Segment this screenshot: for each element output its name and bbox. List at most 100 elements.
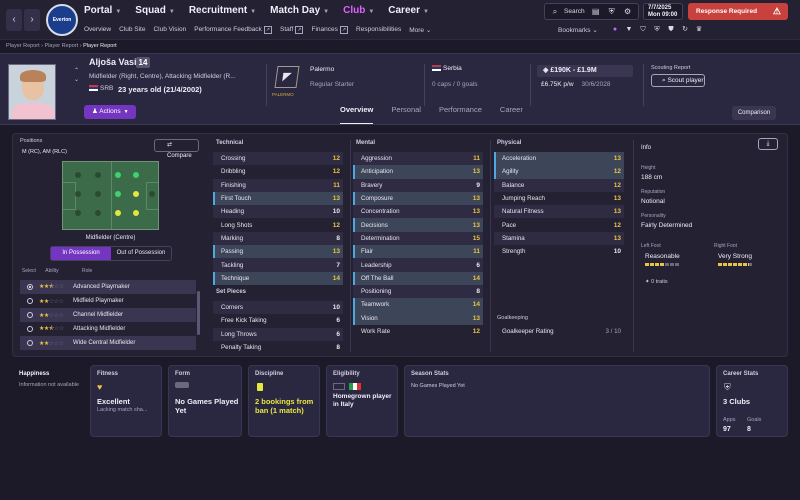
- attribute-row[interactable]: Vision 13: [353, 311, 483, 325]
- in-possession-tab[interactable]: In Possession: [51, 247, 111, 260]
- club-name[interactable]: Palermo: [310, 66, 335, 73]
- shirt-icon[interactable]: ⛉: [640, 26, 646, 33]
- attribute-row[interactable]: Passing 13: [213, 245, 343, 259]
- attribute-row[interactable]: Heading 10: [213, 205, 343, 219]
- search-button[interactable]: ⌕ Search ▤ ⛨ ⚙: [544, 3, 639, 20]
- attribute-row[interactable]: Acceleration 13: [494, 152, 624, 166]
- comparison-button[interactable]: Comparison: [732, 106, 776, 120]
- breadcrumb-item[interactable]: Player Report: [44, 43, 79, 49]
- shield-icon[interactable]: ⛨: [608, 6, 615, 16]
- attribute-row[interactable]: Corners 10: [213, 301, 343, 315]
- attribute-row[interactable]: Composure 13: [353, 191, 483, 206]
- refresh-icon[interactable]: ↻: [682, 26, 688, 33]
- eligibility-card[interactable]: Eligibility Homegrown player in Italy: [326, 365, 398, 437]
- submenu-more[interactable]: More ⌄: [409, 26, 431, 34]
- attribute-row[interactable]: Concentration 13: [353, 205, 483, 219]
- position-dot[interactable]: [149, 191, 155, 197]
- chevron-down-icon[interactable]: ⌄: [74, 77, 80, 83]
- attribute-row[interactable]: Stamina 13: [494, 231, 624, 246]
- breadcrumb-item[interactable]: Player Report: [6, 43, 40, 49]
- player-switcher[interactable]: ⌃ ⌄: [74, 67, 79, 85]
- attribute-row[interactable]: Free Kick Taking 6: [213, 314, 343, 327]
- position-dot[interactable]: [75, 172, 81, 178]
- role-row[interactable]: ★★⯪☆☆ Advanced Playmaker: [20, 280, 196, 294]
- attribute-row[interactable]: Tackling 7: [213, 258, 343, 272]
- gear-icon[interactable]: ⚙: [624, 6, 632, 16]
- attribute-row[interactable]: Work Rate 12: [353, 325, 483, 338]
- attribute-row[interactable]: Bravery 9: [353, 178, 483, 192]
- position-dot[interactable]: [115, 172, 121, 178]
- menu-portal[interactable]: Portal ▼: [84, 5, 121, 19]
- forward-arrow-icon[interactable]: ›: [24, 9, 40, 31]
- attribute-row[interactable]: Teamwork 14: [353, 298, 483, 312]
- attribute-row[interactable]: Leadership 6: [353, 258, 483, 272]
- position-dot[interactable]: [95, 191, 101, 197]
- nation[interactable]: Serbia: [432, 65, 462, 72]
- actions-button[interactable]: ♟ Actions ▼: [84, 105, 136, 119]
- shirt-icon[interactable]: ⛊: [668, 26, 674, 33]
- position-dot[interactable]: [95, 172, 101, 178]
- submenu-finances[interactable]: Finances ↗: [311, 26, 349, 34]
- attribute-row[interactable]: Strength 10: [494, 245, 624, 258]
- attribute-row[interactable]: Decisions 13: [353, 218, 483, 232]
- attribute-row[interactable]: Marking 8: [213, 231, 343, 246]
- role-scrollbar[interactable]: [197, 291, 200, 335]
- attribute-row[interactable]: Jumping Reach 13: [494, 192, 624, 205]
- position-dot[interactable]: [133, 191, 139, 197]
- attribute-row[interactable]: Dribbling 12: [213, 165, 343, 178]
- submenu-staff[interactable]: Staff ↗: [280, 26, 304, 34]
- attribute-row[interactable]: Technique 14: [213, 271, 343, 285]
- menu-club[interactable]: Club ▼: [343, 5, 374, 19]
- form-card[interactable]: Form No Games Played Yet: [168, 365, 242, 437]
- club-logo[interactable]: ◤: [274, 66, 300, 88]
- attribute-row[interactable]: Determination 15: [353, 231, 483, 246]
- game-date[interactable]: 7/7/2025 Mon 09:00: [643, 3, 683, 20]
- role-row[interactable]: ★★☆☆☆ Channel Midfielder: [20, 308, 196, 322]
- attribute-row[interactable]: First Touch 13: [213, 191, 343, 206]
- attribute-row[interactable]: Agility 12: [494, 165, 624, 179]
- news-icon[interactable]: ▤: [591, 6, 600, 16]
- attribute-row[interactable]: Aggression 11: [353, 152, 483, 166]
- menu-recruitment[interactable]: Recruitment ▼: [189, 5, 256, 19]
- position-dot[interactable]: [75, 210, 81, 216]
- tab-personal[interactable]: Personal: [391, 105, 421, 114]
- response-required-button[interactable]: Response Required ⚠: [688, 3, 788, 20]
- shield-icon[interactable]: ⛨: [654, 26, 660, 33]
- info-download-button[interactable]: ⤓: [758, 138, 778, 150]
- attribute-row[interactable]: Natural Fitness 13: [494, 205, 624, 219]
- role-radio[interactable]: [27, 284, 33, 290]
- club-crest[interactable]: Everton: [46, 4, 78, 36]
- role-row[interactable]: ★★⯪☆☆ Attacking Midfielder: [20, 322, 196, 336]
- tab-career[interactable]: Career: [499, 105, 523, 114]
- attribute-row[interactable]: Pace 12: [494, 218, 624, 231]
- role-radio[interactable]: [27, 298, 33, 304]
- trophy-icon[interactable]: ♛: [695, 26, 703, 33]
- attribute-row[interactable]: Crossing 12: [213, 152, 343, 166]
- attribute-row[interactable]: Flair 11: [353, 245, 483, 259]
- traits-button[interactable]: ✦ 0 traits: [641, 277, 681, 288]
- fitness-card[interactable]: Fitness ♥ Excellent Lacking match sha...: [90, 365, 162, 437]
- season-stats-card[interactable]: Season Stats No Games Played Yet: [404, 365, 710, 437]
- submenu-club-site[interactable]: Club Site: [119, 26, 146, 33]
- position-dot[interactable]: [75, 191, 81, 197]
- submenu-performance-feedback[interactable]: Performance Feedback ↗: [194, 26, 272, 34]
- position-dot[interactable]: [115, 210, 121, 216]
- tab-overview[interactable]: Overview: [340, 104, 374, 124]
- compare-button[interactable]: ⇄ Compare: [154, 139, 199, 159]
- discipline-card[interactable]: Discipline 2 bookings from ban (1 match): [248, 365, 320, 437]
- back-arrow-icon[interactable]: ‹: [6, 9, 22, 31]
- position-dot[interactable]: [115, 191, 121, 197]
- tab-performance[interactable]: Performance: [438, 105, 482, 114]
- submenu-overview[interactable]: Overview: [84, 26, 112, 33]
- position-dot[interactable]: [95, 210, 101, 216]
- attribute-row[interactable]: Off The Ball 14: [353, 271, 483, 285]
- role-radio[interactable]: [27, 326, 33, 332]
- attribute-row[interactable]: Long Throws 6: [213, 327, 343, 341]
- bookmarks-dropdown[interactable]: Bookmarks ⌄: [558, 26, 598, 34]
- attribute-row[interactable]: Balance 12: [494, 178, 624, 192]
- chat-icon[interactable]: ●: [612, 26, 618, 33]
- attribute-row[interactable]: Penalty Taking 8: [213, 341, 343, 354]
- role-radio[interactable]: [27, 340, 33, 346]
- submenu-responsibilities[interactable]: Responsibilities: [356, 26, 402, 33]
- role-row[interactable]: ★★☆☆☆ Wide Central Midfielder: [20, 336, 196, 350]
